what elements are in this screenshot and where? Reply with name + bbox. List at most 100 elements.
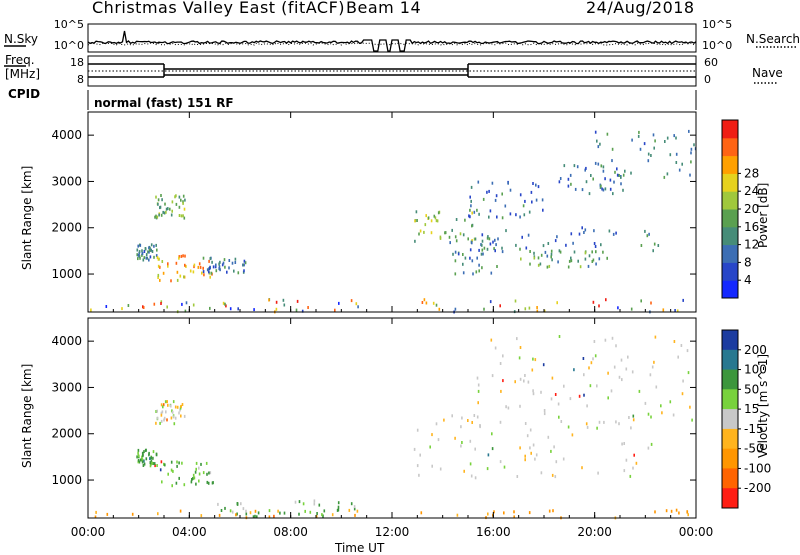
velocity-cell — [499, 460, 502, 464]
power-cell — [448, 235, 451, 239]
power-cell — [167, 264, 169, 268]
power-cell — [159, 206, 161, 210]
power-cell — [536, 309, 539, 313]
power-cell — [224, 265, 226, 269]
velocity-cell — [176, 460, 178, 464]
power-cell — [178, 255, 181, 259]
power-cell — [197, 265, 200, 269]
velocity-cell — [350, 502, 353, 506]
power-cell — [121, 307, 123, 311]
velocity-cell — [477, 401, 479, 405]
velocity-cell — [143, 462, 146, 466]
velocity-cell — [554, 393, 557, 396]
colorbar-tick-label: -15 — [744, 422, 764, 436]
velocity-cell — [337, 501, 340, 505]
power-cell — [675, 152, 678, 156]
velocity-cell — [550, 449, 552, 453]
power-cell — [338, 301, 340, 305]
velocity-cell — [195, 482, 197, 486]
power-cell — [170, 213, 173, 217]
power-cell — [556, 235, 558, 239]
velocity-cell — [313, 502, 316, 506]
power-cell — [548, 264, 551, 268]
velocity-cell — [157, 512, 159, 516]
velocity-cell — [491, 447, 494, 451]
power-cell — [237, 271, 240, 275]
power-cell — [416, 219, 418, 222]
velocity-cell — [195, 467, 197, 471]
power-cell — [253, 308, 255, 312]
velocity-cell — [650, 415, 652, 419]
power-cell — [178, 195, 181, 199]
power-cell — [613, 180, 615, 184]
velocity-cell — [443, 418, 445, 422]
power-cell — [148, 248, 151, 252]
velocity-cell — [142, 454, 144, 458]
power-cell — [486, 236, 489, 240]
power-cell — [681, 162, 683, 166]
velocity-cell — [137, 448, 140, 452]
colorbar-tick-label: 50 — [744, 382, 759, 396]
velocity-cell — [477, 383, 480, 387]
power-cell — [584, 257, 587, 261]
velocity-cell — [242, 507, 245, 511]
velocity-cell — [618, 375, 621, 379]
power-cell — [202, 256, 205, 260]
power-cell — [169, 207, 171, 211]
freq-tick-left-lo: 8 — [77, 73, 84, 86]
power-cell — [532, 182, 534, 185]
y-tick-label: 1000 — [51, 473, 82, 487]
power-cell — [476, 256, 478, 260]
power-cell — [473, 210, 476, 214]
power-cell — [462, 262, 464, 266]
power-cell — [464, 256, 467, 260]
power-cell — [150, 243, 153, 247]
power-cell — [185, 301, 188, 305]
power-cell — [203, 273, 205, 277]
velocity-cell — [180, 404, 182, 408]
velocity-cell — [141, 458, 144, 462]
velocity-cell — [212, 481, 214, 485]
power-cell — [546, 254, 549, 258]
y-tick-label: 2000 — [51, 427, 82, 441]
power-cell — [554, 239, 557, 243]
velocity-cell — [623, 442, 625, 445]
power-cell — [646, 234, 649, 238]
velocity-cell — [592, 357, 594, 361]
freq-label: Freq. — [5, 53, 35, 67]
noise-tick-right-lo: 10^0 — [702, 39, 732, 52]
power-cell — [550, 252, 553, 256]
power-cell — [550, 249, 553, 253]
colorbar-swatch — [722, 173, 738, 192]
power-cell — [160, 213, 163, 217]
velocity-cell — [192, 473, 195, 477]
velocity-cell — [131, 512, 134, 516]
velocity-cell — [160, 419, 163, 423]
power-cell — [592, 177, 594, 181]
velocity-cell — [644, 401, 647, 405]
velocity-cell — [206, 480, 209, 484]
power-cell — [444, 231, 446, 235]
power-cell — [546, 265, 549, 269]
velocity-cell — [159, 421, 161, 425]
power-cell — [666, 172, 669, 176]
power-cell — [581, 226, 583, 230]
power-cell — [137, 253, 140, 257]
power-cell — [557, 260, 559, 264]
power-cell — [567, 265, 570, 269]
velocity-cell — [193, 476, 196, 480]
power-cell — [225, 304, 227, 308]
velocity-cell — [586, 404, 588, 408]
power-cell — [509, 212, 512, 216]
power-cell — [469, 256, 471, 260]
power-cell — [243, 259, 246, 263]
power-cell — [597, 145, 600, 149]
power-cell — [682, 298, 684, 302]
power-cell — [141, 249, 143, 253]
power-cell — [519, 215, 521, 219]
velocity-cell — [179, 509, 182, 513]
power-cell — [244, 261, 247, 265]
nsky-label: N.Sky — [4, 32, 39, 46]
velocity-cell — [198, 466, 200, 470]
power-cell — [437, 211, 440, 215]
